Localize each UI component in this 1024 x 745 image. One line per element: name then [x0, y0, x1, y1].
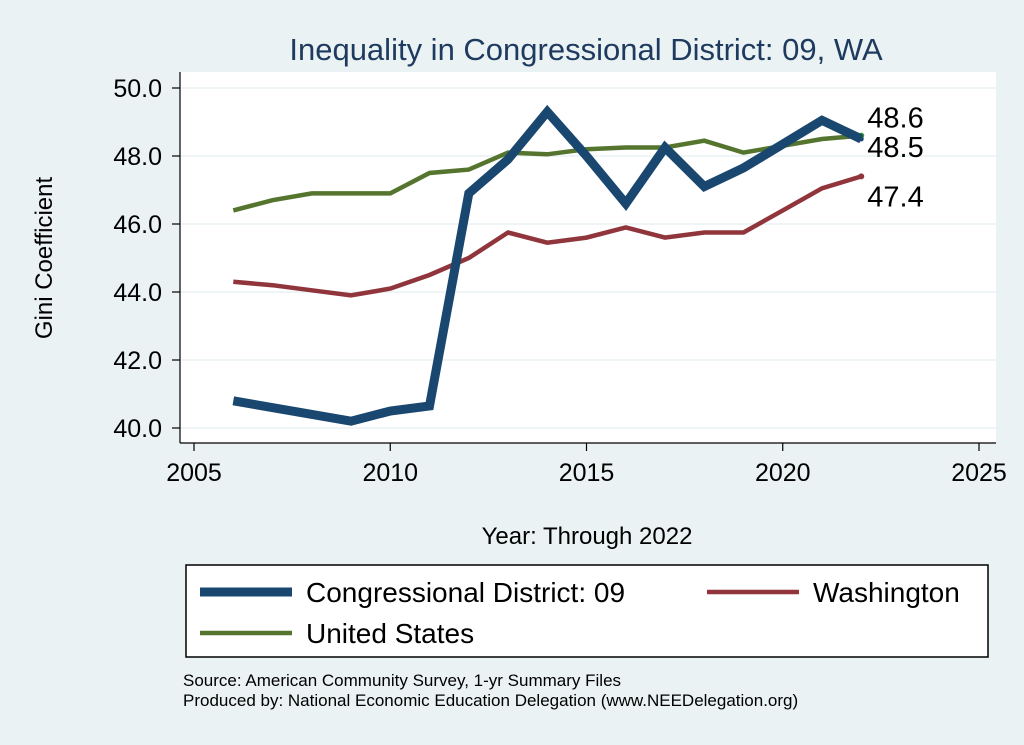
x-tick-label: 2020 — [755, 459, 811, 487]
end-value-label: 47.4 — [867, 181, 923, 213]
end-point — [858, 136, 864, 142]
legend: Congressional District: 09 Washington Unit… — [200, 577, 960, 649]
y-tick-label: 42.0 — [113, 347, 162, 375]
x-tick-label: 2015 — [559, 459, 615, 487]
end-labels: 48.5 47.4 48.6 — [867, 103, 923, 214]
axes: 40.0 42.0 44.0 46.0 48.0 50.0 2005 2010 2015 2020… — [113, 72, 1007, 487]
source-note: Source: American Community Survey, 1-yr … — [183, 671, 622, 690]
y-tick-label: 40.0 — [113, 415, 162, 443]
end-point — [858, 173, 865, 180]
chart-title: Inequality in Congressional District: 09… — [289, 32, 883, 67]
y-tick-label: 50.0 — [113, 75, 162, 103]
producer-note: Produced by: National Economic Education… — [183, 691, 799, 710]
legend-label: Congressional District: 09 — [306, 577, 625, 608]
end-value-label: 48.6 — [867, 103, 923, 135]
legend-label: United States — [306, 618, 474, 649]
legend-label: Washington — [813, 577, 960, 608]
y-tick-label: 46.0 — [113, 211, 162, 239]
legend-box — [185, 564, 989, 658]
x-tick-label: 2010 — [362, 459, 418, 487]
y-tick-label: 44.0 — [113, 279, 162, 307]
x-tick-label: 2005 — [166, 459, 222, 487]
y-tick-label: 48.0 — [113, 143, 162, 171]
series-lines — [232, 104, 865, 426]
x-axis-label: Year: Through 2022 — [482, 523, 693, 550]
end-value-label: 48.5 — [867, 132, 923, 164]
x-tick-label: 2025 — [951, 459, 1007, 487]
series-line — [233, 174, 862, 298]
y-axis-label: Gini Coefficient — [31, 177, 58, 340]
series-line — [232, 133, 862, 213]
series-line — [232, 104, 864, 426]
